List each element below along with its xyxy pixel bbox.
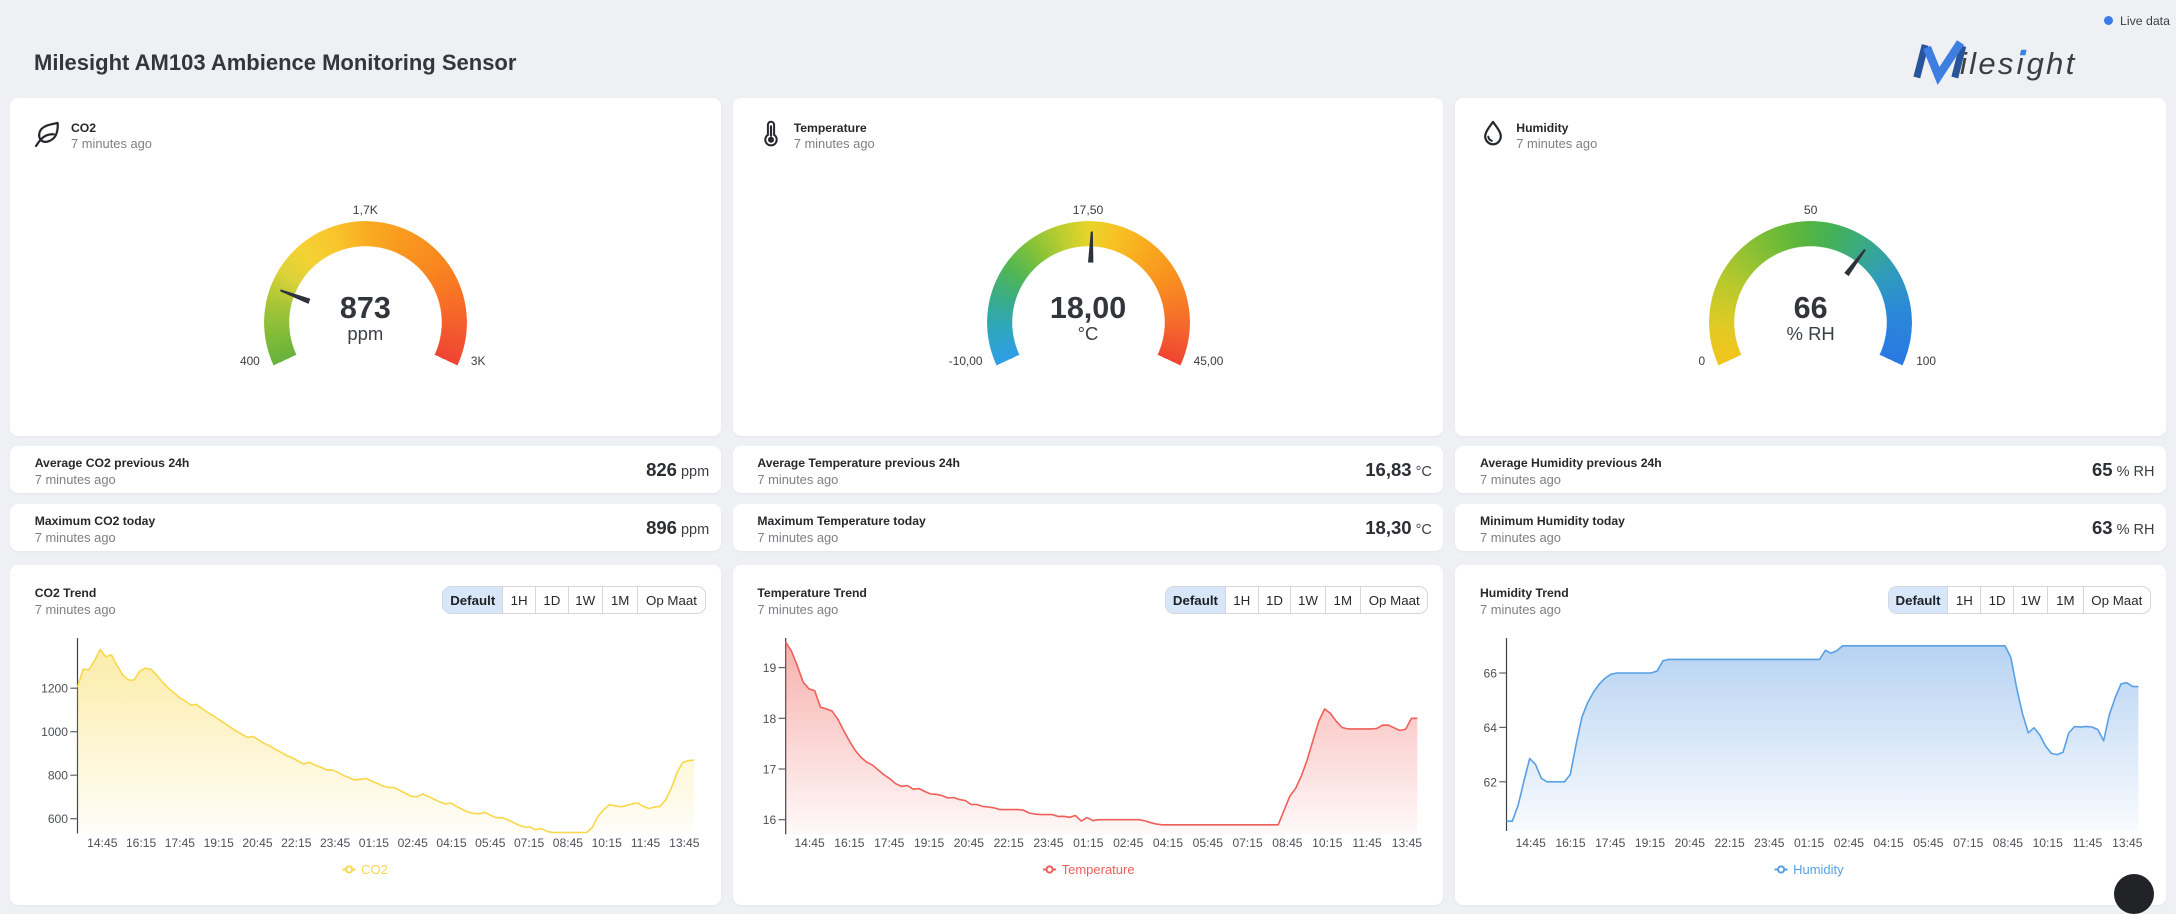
svg-text:19: 19 [762,661,776,675]
svg-text:02:45: 02:45 [1834,836,1865,850]
svg-text:16: 16 [762,813,776,827]
svg-text:23:45: 23:45 [320,836,351,850]
svg-text:20:45: 20:45 [242,836,273,850]
svg-text:13:45: 13:45 [669,836,700,850]
svg-text:04:15: 04:15 [1153,836,1184,850]
svg-text:13:45: 13:45 [1391,836,1422,850]
svg-text:Humidity: Humidity [1793,862,1844,877]
svg-text:07:15: 07:15 [514,836,545,850]
svg-text:62: 62 [1484,775,1498,789]
svg-text:04:15: 04:15 [436,836,467,850]
svg-text:19:15: 19:15 [204,836,235,850]
svg-text:20:45: 20:45 [953,836,984,850]
svg-text:13:45: 13:45 [2112,836,2143,850]
svg-text:11:45: 11:45 [631,836,661,850]
svg-text:01:15: 01:15 [359,836,390,850]
svg-text:64: 64 [1484,721,1498,735]
svg-text:05:45: 05:45 [475,836,506,850]
svg-text:17:45: 17:45 [165,836,196,850]
svg-text:14:45: 14:45 [794,836,825,850]
svg-text:16:15: 16:15 [1556,836,1587,850]
svg-text:01:15: 01:15 [1073,836,1104,850]
svg-text:16:15: 16:15 [834,836,865,850]
svg-text:66: 66 [1484,666,1498,680]
svg-text:22:15: 22:15 [1715,836,1746,850]
svg-text:14:45: 14:45 [1516,836,1547,850]
svg-text:16:15: 16:15 [126,836,157,850]
svg-text:07:15: 07:15 [1232,836,1263,850]
svg-text:CO2: CO2 [361,862,388,877]
svg-text:17:45: 17:45 [874,836,905,850]
svg-text:18: 18 [762,712,776,726]
svg-text:02:45: 02:45 [398,836,429,850]
svg-text:05:45: 05:45 [1914,836,1945,850]
svg-text:600: 600 [48,812,68,826]
svg-text:04:15: 04:15 [1874,836,1905,850]
svg-text:02:45: 02:45 [1113,836,1144,850]
svg-text:20:45: 20:45 [1675,836,1706,850]
svg-text:22:15: 22:15 [281,836,312,850]
svg-text:10:15: 10:15 [1312,836,1343,850]
svg-text:800: 800 [48,768,68,782]
svg-text:08:45: 08:45 [1993,836,2024,850]
svg-text:14:45: 14:45 [87,836,118,850]
svg-text:08:45: 08:45 [553,836,584,850]
svg-text:05:45: 05:45 [1192,836,1223,850]
svg-text:1200: 1200 [41,681,68,695]
svg-text:10:15: 10:15 [2033,836,2064,850]
svg-text:01:15: 01:15 [1794,836,1825,850]
svg-text:ilesıght: ilesıght [1960,46,2077,81]
svg-text:07:15: 07:15 [1953,836,1984,850]
svg-text:08:45: 08:45 [1272,836,1303,850]
svg-text:1000: 1000 [41,725,68,739]
svg-text:Temperature: Temperature [1061,862,1134,877]
svg-text:17: 17 [762,762,776,776]
svg-text:10:15: 10:15 [592,836,623,850]
svg-text:11:45: 11:45 [1352,836,1382,850]
svg-text:11:45: 11:45 [2073,836,2103,850]
svg-text:23:45: 23:45 [1754,836,1785,850]
svg-text:17:45: 17:45 [1595,836,1626,850]
svg-text:22:15: 22:15 [993,836,1024,850]
svg-text:19:15: 19:15 [1635,836,1666,850]
svg-text:19:15: 19:15 [914,836,945,850]
svg-text:23:45: 23:45 [1033,836,1064,850]
